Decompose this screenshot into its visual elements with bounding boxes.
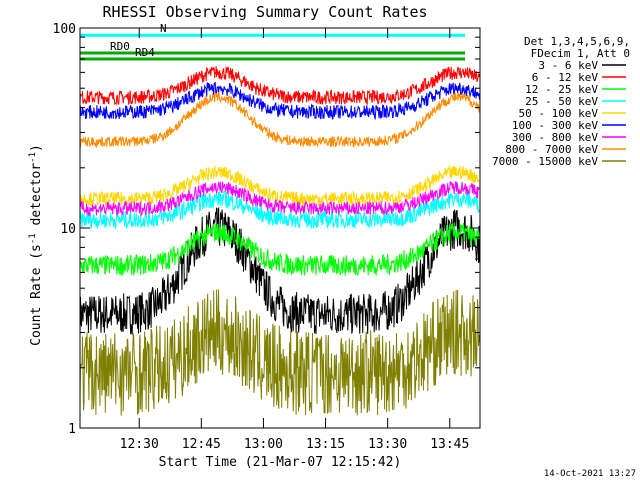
series-line-3 xyxy=(79,189,480,230)
y-axis-label-end: ) xyxy=(29,144,44,152)
legend: Det 1,3,4,5,6,9,FDecim 1, Att 03 - 6 keV… xyxy=(492,35,630,168)
series-line-6 xyxy=(79,181,480,217)
x-tick-label: 13:45 xyxy=(430,437,469,452)
x-tick-label: 13:30 xyxy=(368,437,407,452)
legend-header-0: Det 1,3,4,5,6,9, xyxy=(524,35,630,48)
legend-entry-4: 50 - 100 keV xyxy=(519,107,599,120)
series-line-2 xyxy=(79,222,480,277)
y-axis-label-sup: -1 xyxy=(28,233,38,244)
y-axis-label: Count Rate (s-1 detector-1) xyxy=(28,144,44,346)
legend-entry-5: 100 - 300 keV xyxy=(512,119,598,132)
series-line-1 xyxy=(79,66,480,106)
flag-label-2: N xyxy=(160,22,167,35)
y-axis-label-tail: detector xyxy=(29,163,44,234)
y-axis-label-sup2: -1 xyxy=(28,152,38,163)
legend-header-1: FDecim 1, Att 0 xyxy=(531,47,630,60)
legend-entry-0: 3 - 6 keV xyxy=(538,59,598,72)
legend-entry-7: 800 - 7000 keV xyxy=(505,143,598,156)
axes: 1 10 100 12:30 12:45 13:00 13:15 13:30 13:45 xyxy=(53,22,481,452)
legend-entry-8: 7000 - 15000 keV xyxy=(492,155,598,168)
series-line-7 xyxy=(79,91,480,149)
x-tick-label: 12:45 xyxy=(182,437,221,452)
legend-entry-3: 25 - 50 keV xyxy=(525,95,598,108)
legend-entry-2: 12 - 25 keV xyxy=(525,83,598,96)
series-line-0 xyxy=(79,206,480,336)
legend-entry-6: 300 - 800 keV xyxy=(512,131,598,144)
y-tick-label: 10 xyxy=(60,222,76,237)
flag-label-1: RD4 xyxy=(135,46,155,59)
legend-entry-1: 6 - 12 keV xyxy=(532,71,599,84)
x-tick-label: 12:30 xyxy=(120,437,159,452)
chart-title: RHESSI Observing Summary Count Rates xyxy=(102,3,427,21)
x-axis-label: Start Time (21-Mar-07 12:15:42) xyxy=(159,455,402,470)
y-axis-label-main: Count Rate (s xyxy=(29,244,44,346)
x-tick-label: 13:15 xyxy=(306,437,345,452)
y-tick-label: 1 xyxy=(68,422,76,437)
x-tick-label: 13:00 xyxy=(244,437,283,452)
timestamp-label: 14-Oct-2021 13:27 xyxy=(544,469,636,479)
y-tick-label: 100 xyxy=(53,22,76,37)
series-line-8 xyxy=(79,289,480,416)
plot-area: RD0 RD4 N xyxy=(79,22,480,416)
series-line-5 xyxy=(80,81,480,121)
flag-label-0: RD0 xyxy=(110,40,130,53)
